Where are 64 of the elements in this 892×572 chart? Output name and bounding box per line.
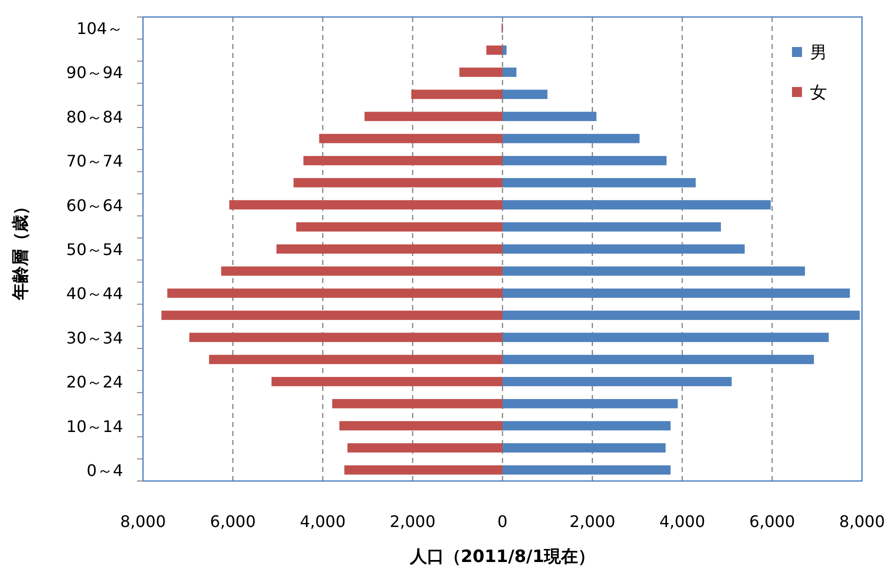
legend-label: 男	[810, 43, 827, 63]
x-tick-label: 4,000	[659, 512, 706, 531]
bar	[272, 376, 502, 386]
bar	[161, 310, 502, 320]
y-tick-label: 20～24	[66, 372, 123, 392]
bar	[339, 421, 502, 430]
bar	[502, 244, 745, 254]
bar	[502, 399, 678, 408]
bar	[502, 134, 640, 144]
bar	[347, 443, 502, 452]
bar	[502, 354, 814, 364]
bar	[502, 266, 805, 276]
bar	[502, 112, 596, 122]
y-tick-label: 50～54	[66, 240, 123, 259]
bar	[229, 200, 502, 210]
bar	[221, 266, 502, 276]
bar	[364, 112, 502, 122]
y-tick-label: 90～94	[66, 63, 123, 82]
x-tick-label: 2,000	[569, 512, 616, 531]
bar	[332, 399, 502, 408]
y-axis-title: 年齢層（歳）	[11, 198, 31, 301]
y-tick-label: 80～84	[66, 107, 123, 126]
bar	[502, 443, 666, 452]
x-tick-label: 4,000	[300, 512, 346, 531]
x-tick-label: 8,000	[839, 512, 885, 531]
bar	[486, 46, 502, 55]
bar	[296, 222, 502, 232]
x-tick-label: 2,000	[390, 512, 436, 531]
bar	[303, 156, 502, 166]
bar	[319, 134, 502, 144]
bar	[502, 376, 732, 386]
y-tick-label: 10～14	[66, 416, 123, 436]
y-tick-label: 70～74	[66, 152, 123, 171]
x-tick-label: 6,000	[749, 512, 796, 531]
bar	[502, 465, 671, 475]
bar	[502, 421, 671, 430]
bar	[209, 354, 502, 364]
bar	[502, 200, 771, 210]
bar	[502, 68, 516, 77]
bar	[294, 178, 502, 188]
bar	[502, 222, 721, 232]
bar	[276, 244, 502, 254]
y-tick-label: 30～34	[66, 328, 123, 348]
bar	[189, 332, 502, 342]
x-axis-title: 人口（2011/8/1現在）	[408, 547, 596, 567]
x-tick-label: 8,000	[120, 512, 166, 531]
bar	[502, 90, 548, 99]
bar	[344, 465, 502, 475]
bar	[502, 156, 667, 166]
bar	[459, 68, 502, 77]
y-tick-label: 104～	[76, 19, 123, 38]
y-tick-label: 40～44	[66, 284, 123, 304]
bar	[411, 90, 502, 99]
bar	[502, 310, 860, 320]
y-tick-label: 60～64	[66, 196, 123, 215]
bar	[167, 288, 502, 298]
x-tick-label: 6,000	[210, 512, 256, 531]
legend-label: 女	[810, 83, 827, 103]
bar	[502, 332, 829, 342]
bar	[502, 178, 696, 188]
x-tick-label: 0	[497, 512, 508, 531]
bar	[502, 288, 850, 298]
bar	[502, 46, 507, 55]
y-tick-label: 0～4	[86, 460, 123, 480]
